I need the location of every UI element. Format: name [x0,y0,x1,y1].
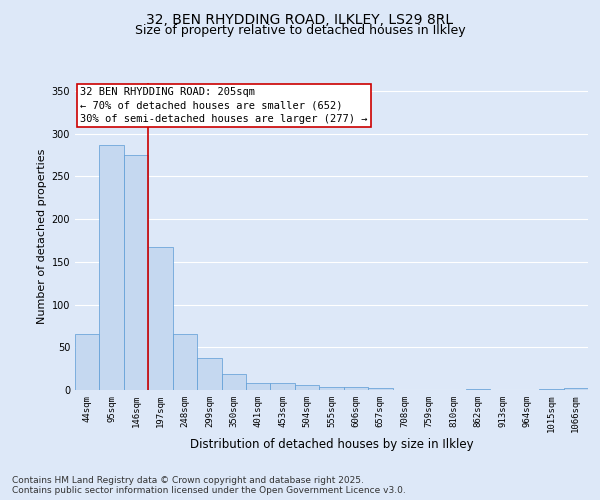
Text: 32, BEN RHYDDING ROAD, ILKLEY, LS29 8RL: 32, BEN RHYDDING ROAD, ILKLEY, LS29 8RL [146,12,454,26]
Bar [319,386,344,390]
Bar [124,155,148,390]
Text: Size of property relative to detached houses in Ilkley: Size of property relative to detached ho… [134,24,466,37]
Bar [271,383,295,390]
Bar [75,334,100,390]
Text: 32 BEN RHYDDING ROAD: 205sqm
← 70% of detached houses are smaller (652)
30% of s: 32 BEN RHYDDING ROAD: 205sqm ← 70% of de… [80,87,368,124]
Y-axis label: Number of detached properties: Number of detached properties [37,148,47,324]
Bar [148,246,173,390]
Bar [539,389,563,390]
Bar [563,388,588,390]
Bar [466,389,490,390]
Bar [295,385,319,390]
X-axis label: Distribution of detached houses by size in Ilkley: Distribution of detached houses by size … [190,438,473,451]
Text: Contains HM Land Registry data © Crown copyright and database right 2025.
Contai: Contains HM Land Registry data © Crown c… [12,476,406,495]
Bar [100,145,124,390]
Bar [368,388,392,390]
Bar [246,383,271,390]
Bar [221,374,246,390]
Bar [173,334,197,390]
Bar [344,388,368,390]
Bar [197,358,221,390]
